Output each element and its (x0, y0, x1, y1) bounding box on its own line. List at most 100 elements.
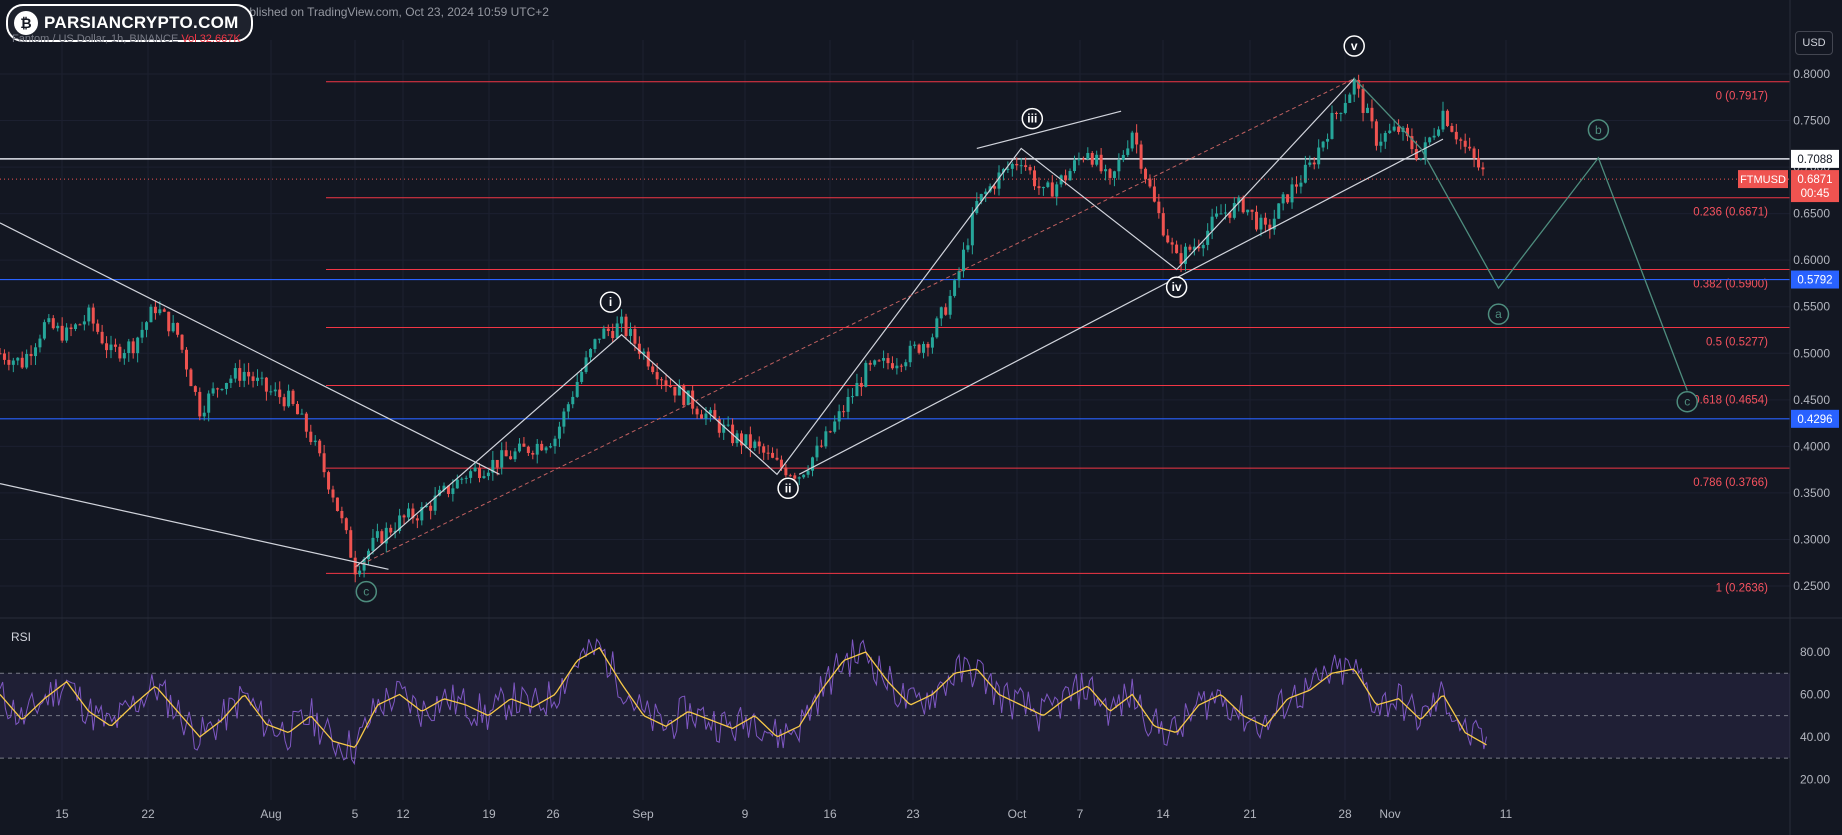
candle-body (0, 353, 2, 355)
candle-body (1352, 79, 1356, 95)
candle-body (491, 459, 495, 473)
candle-body (1041, 186, 1045, 189)
logo-text: PARSIANCRYPTO.COM (44, 13, 239, 32)
fib-level-label: 1 (0.2636) (1716, 582, 1769, 594)
symbol-text: Fantom / US Dollar, 1h, BINANCE (12, 33, 179, 45)
candle-body (1215, 213, 1219, 217)
candle-body (877, 360, 881, 362)
candle-body (131, 341, 135, 354)
candle-body (78, 324, 82, 326)
wave-label: c (1684, 395, 1690, 409)
candle-body (375, 531, 379, 538)
symbol-badge: FTMUSD (1740, 174, 1786, 186)
candle-body (575, 381, 579, 397)
candle-body (282, 397, 286, 407)
candle-body (1383, 133, 1387, 142)
candle-body (1201, 244, 1205, 249)
candle-body (495, 459, 499, 468)
candle-body (957, 271, 961, 281)
candle-body (1330, 112, 1334, 139)
y-tick-label: 0.6500 (1793, 207, 1830, 221)
y-tick-label: 0.3500 (1793, 486, 1830, 500)
candle-body (899, 365, 903, 367)
candle-body (1397, 126, 1401, 132)
y-tick-label: 0.4500 (1793, 393, 1830, 407)
candle-body (1232, 203, 1236, 218)
candle-body (460, 478, 464, 480)
candle-body (1086, 152, 1090, 159)
candle-body (1290, 184, 1294, 203)
candle-body (664, 380, 668, 387)
candle-body (642, 351, 646, 354)
price-tag-bg (1791, 149, 1839, 168)
fib-level-label: 0 (0.7917) (1716, 91, 1769, 103)
uptrend-channel-line (798, 138, 1444, 475)
candle-body (739, 433, 743, 446)
candle-body (402, 515, 406, 518)
candle-body (176, 322, 180, 335)
candle-body (926, 344, 930, 348)
candle-body (522, 443, 526, 447)
candle-body (1081, 158, 1085, 160)
wave-label: i (609, 295, 612, 309)
wave-marker (1165, 276, 1188, 298)
x-tick-label: 28 (1338, 807, 1352, 821)
candle-body (51, 318, 55, 329)
candle-body (673, 386, 677, 396)
price-tag-label: 0.4296 (1797, 414, 1832, 426)
candle-body (344, 518, 348, 531)
candle-body (1121, 154, 1125, 160)
x-tick-label: 11 (1500, 807, 1513, 821)
candle-body (651, 366, 655, 373)
top-bar: published on TradingView.com, Oct 23, 20… (0, 0, 1842, 24)
candle-body (1388, 130, 1392, 134)
candle-body (149, 306, 153, 323)
candle-body (42, 322, 46, 339)
candle-body (1432, 135, 1436, 138)
candle-body (193, 386, 197, 392)
candle-body (242, 371, 246, 381)
candle-body (935, 318, 939, 338)
candle-body (398, 515, 402, 531)
candle-body (1477, 157, 1481, 168)
candle-body (1370, 107, 1374, 122)
x-tick-label: 14 (1156, 807, 1170, 821)
wave-marker (1343, 35, 1365, 57)
candle-body (1250, 209, 1254, 212)
candle-body (1192, 246, 1196, 250)
candle-body (358, 570, 362, 575)
candle-body (38, 338, 42, 348)
candle-body (1010, 163, 1014, 169)
y-tick-label: 0.8000 (1793, 67, 1830, 81)
candle-body (1126, 148, 1130, 155)
candle-body (1481, 167, 1485, 170)
candle-body (886, 358, 890, 364)
x-tick-label: 21 (1243, 807, 1257, 821)
candle-body (589, 349, 593, 358)
candle-body (65, 327, 69, 341)
candle-body (20, 357, 24, 368)
candle-body (1277, 203, 1281, 219)
candle-body (1392, 126, 1396, 131)
candle-body (1179, 253, 1183, 264)
candle-body (1321, 141, 1325, 148)
candle-body (509, 456, 513, 460)
candle-body (469, 471, 473, 478)
candle-body (708, 410, 712, 414)
candle-body (238, 368, 242, 381)
candle-body (442, 485, 446, 490)
rsi-y-tick-label: 80.00 (1800, 645, 1830, 659)
candle-body (1072, 160, 1076, 172)
candle-body (837, 411, 841, 422)
candle-body (1139, 144, 1143, 169)
candle-body (571, 396, 575, 405)
x-tick-label: Sep (632, 807, 654, 821)
y-tick-label: 0.2500 (1793, 579, 1830, 593)
candle-body (691, 390, 695, 409)
candle-body (1317, 147, 1321, 165)
candle-body (611, 330, 615, 339)
candle-body (73, 324, 77, 330)
rsi-y-tick-label: 60.00 (1800, 687, 1830, 701)
currency-button[interactable]: USD (1795, 31, 1833, 55)
